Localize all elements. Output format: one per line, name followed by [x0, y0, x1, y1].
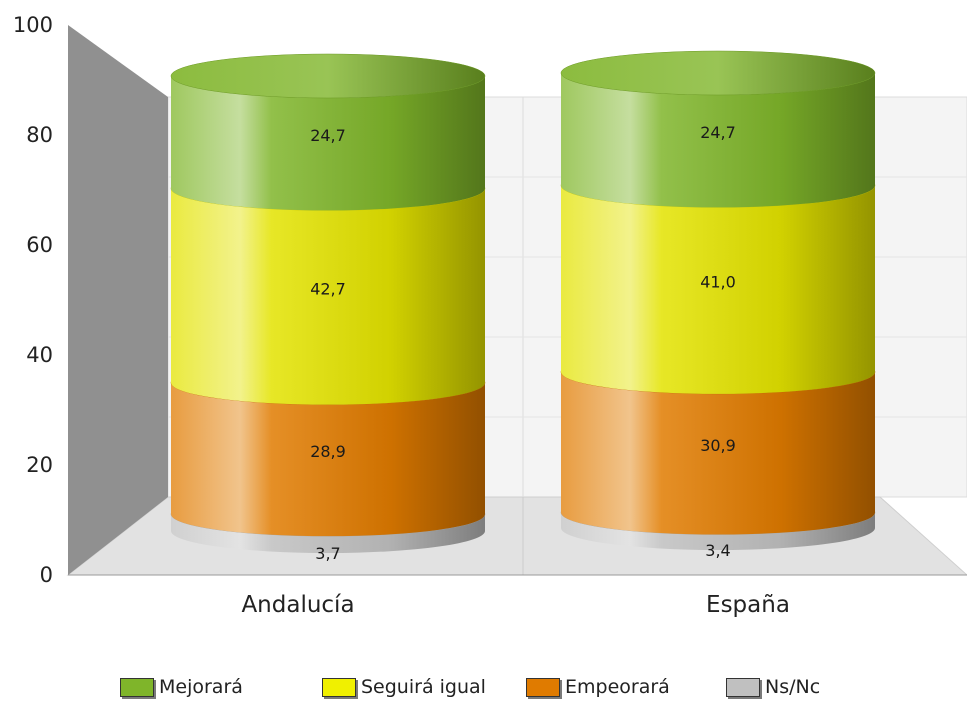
bars: 3,7 28,9 42,7 24,7 3,4 30,9 41,0 24,7	[170, 50, 876, 563]
data-label-ns-nc-andalucia: 3,7	[315, 544, 340, 563]
y-tick-label: 80	[26, 123, 53, 147]
data-label-mejorara-andalucia: 24,7	[310, 126, 346, 145]
bar-body	[561, 371, 875, 535]
bar-body	[171, 76, 485, 211]
data-label-empeorara-espana: 30,9	[700, 436, 736, 455]
x-tick-label-espana: España	[706, 592, 790, 618]
data-label-seguira-igual-espana: 41,0	[700, 272, 736, 291]
legend-item-seguira-igual: Seguirá igual	[322, 676, 486, 698]
legend-item-ns-nc: Ns/Nc	[726, 676, 820, 698]
bar-body	[171, 514, 485, 553]
bar-body	[561, 185, 875, 394]
bar-group-espana: 3,4 30,9 41,0 24,7	[560, 50, 876, 560]
y-tick-label: 100	[13, 13, 53, 37]
legend-swatch-mejorara	[120, 677, 154, 697]
bar-segment-mejorara-andalucia	[170, 53, 486, 211]
x-axis: Andalucía España	[68, 574, 967, 618]
bar-top	[170, 53, 486, 99]
y-tick-label: 60	[26, 233, 53, 257]
bar-body	[171, 382, 485, 537]
y-tick-label: 0	[40, 563, 53, 587]
legend-label-mejorara: Mejorará	[159, 676, 243, 698]
y-tick-label: 40	[26, 343, 53, 367]
bar-group-andalucia: 3,7 28,9 42,7 24,7	[170, 53, 486, 563]
legend-label-empeorara: Empeorará	[565, 676, 670, 698]
bar-body	[171, 188, 485, 405]
legend-label-ns-nc: Ns/Nc	[765, 676, 821, 698]
legend-swatch-seguira-igual	[322, 677, 356, 697]
legend-label-seguira-igual: Seguirá igual	[361, 676, 486, 698]
data-label-ns-nc-espana: 3,4	[705, 541, 730, 560]
legend-item-mejorara: Mejorará	[120, 676, 243, 698]
bar-segment-mejorara-espana	[560, 50, 876, 208]
legend-item-empeorara: Empeorará	[526, 676, 670, 698]
data-label-empeorara-andalucia: 28,9	[310, 442, 346, 461]
data-label-mejorara-espana: 24,7	[700, 123, 736, 142]
bar-top	[560, 50, 876, 96]
side-wall	[68, 25, 168, 575]
bar-body	[561, 512, 875, 550]
data-label-seguira-igual-andalucia: 42,7	[310, 279, 346, 298]
legend-swatch-ns-nc	[726, 677, 760, 697]
x-tick-label-andalucia: Andalucía	[241, 592, 354, 618]
y-axis: 0 20 40 60 80 100	[13, 13, 53, 587]
legend-swatch-empeorara	[526, 677, 560, 697]
legend: Mejorará Seguirá igual Empeorará Ns/Nc	[0, 668, 967, 708]
bar-body	[561, 73, 875, 208]
y-tick-label: 20	[26, 453, 53, 477]
